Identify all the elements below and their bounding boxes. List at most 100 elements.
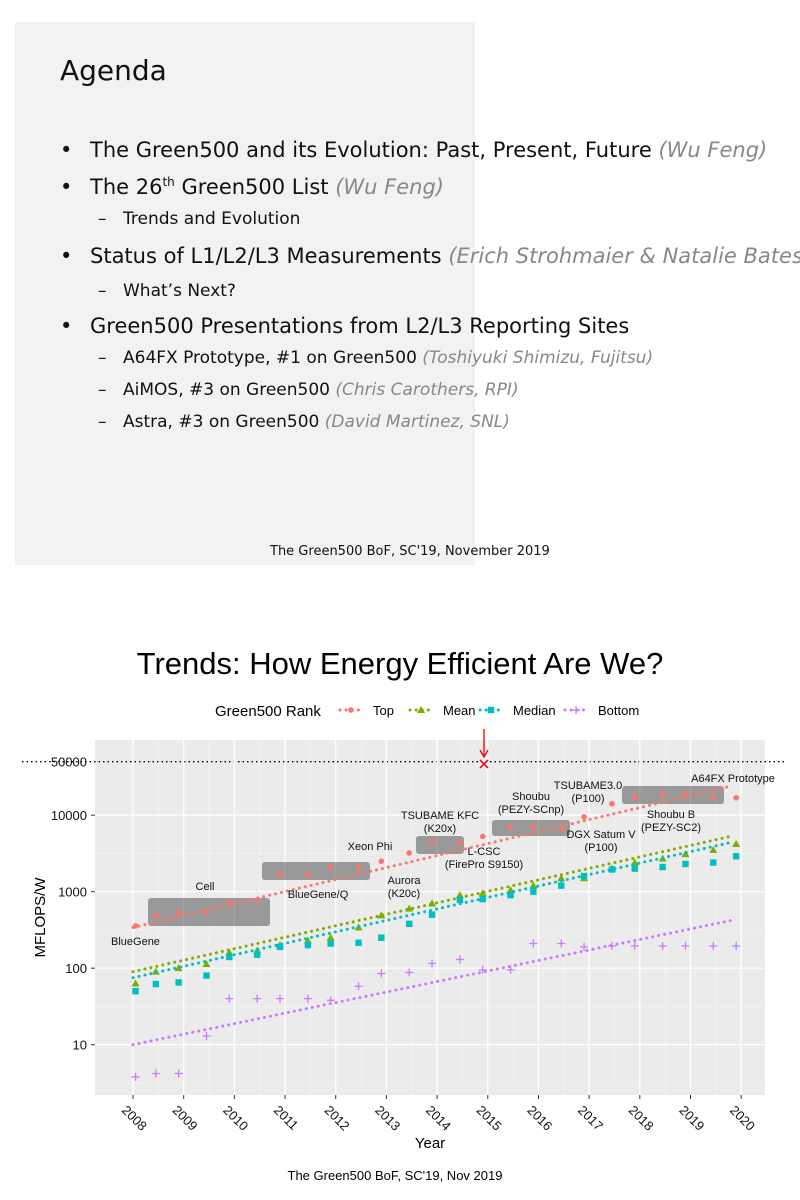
point xyxy=(456,896,464,904)
annotation: TSUBAME KFC xyxy=(401,810,479,822)
highlight-box xyxy=(262,862,370,880)
point xyxy=(303,936,312,944)
agenda-item: • Status of L1/L2/L3 Measurements (Erich … xyxy=(60,244,800,268)
bullet: – xyxy=(98,348,107,368)
bullet: – xyxy=(98,412,107,432)
item-text: A64FX Prototype, #1 on Green500 (Toshiyu… xyxy=(123,348,653,368)
item-text: What’s Next? xyxy=(123,281,236,301)
point xyxy=(631,865,638,872)
point xyxy=(682,860,689,868)
trend-line xyxy=(131,840,733,980)
annotation: (P100) xyxy=(584,842,617,854)
item-text: Trends and Evolution xyxy=(123,209,301,229)
point xyxy=(558,882,565,889)
point xyxy=(225,994,234,1003)
legend-label: Bottom xyxy=(598,703,639,718)
point xyxy=(709,941,718,950)
point xyxy=(428,911,436,918)
point xyxy=(428,899,437,907)
point xyxy=(175,979,182,986)
point xyxy=(710,859,717,866)
point xyxy=(457,839,463,846)
highlight-box xyxy=(416,836,464,854)
point xyxy=(277,871,283,878)
point xyxy=(429,838,435,845)
agenda-item: – A64FX Prototype, #1 on Green500 (Toshiy… xyxy=(98,348,653,368)
point xyxy=(377,911,386,919)
point xyxy=(327,864,334,870)
agenda-item: – What’s Next? xyxy=(98,281,236,301)
point xyxy=(455,891,464,899)
point xyxy=(355,864,362,870)
point xyxy=(732,941,741,950)
point xyxy=(151,1069,160,1078)
y-tick-label: 100 xyxy=(65,961,87,976)
point xyxy=(202,960,211,968)
item-text: Status of L1/L2/L3 Measurements (Erich S… xyxy=(90,244,800,268)
point xyxy=(253,994,262,1003)
annotation: BlueGene/Q xyxy=(288,889,349,901)
point xyxy=(732,853,740,860)
point xyxy=(710,794,717,801)
bullet: • xyxy=(60,244,73,268)
bullet: • xyxy=(60,175,73,199)
legend-label: Top xyxy=(373,703,394,718)
speaker: (Chris Carothers, RPI) xyxy=(335,380,519,400)
item-text: Trends and Evolution xyxy=(123,209,300,229)
bullet: – xyxy=(98,281,107,301)
annotation: DGX Satum V xyxy=(566,829,636,841)
point xyxy=(580,872,588,880)
annotation: Xeon Phi xyxy=(348,841,393,853)
point xyxy=(607,941,616,950)
annotation: (PEZY-SC2) xyxy=(641,822,701,834)
annotation: (K20x) xyxy=(424,823,456,835)
bullet: • xyxy=(60,138,73,162)
item-text: AiMOS, #3 on Green500 xyxy=(123,380,330,400)
point xyxy=(630,941,639,950)
bullet: – xyxy=(98,209,107,229)
point xyxy=(558,825,565,832)
annotation: Cell xyxy=(196,881,215,893)
point xyxy=(132,988,139,995)
annotation: (K20c) xyxy=(388,888,420,900)
point xyxy=(572,706,580,714)
slide-title: Trends: How Energy Efficient Are We? xyxy=(137,646,664,681)
slide-background xyxy=(15,22,475,565)
point xyxy=(478,965,487,974)
item-text: A64FX Prototype, #1 on Green500 xyxy=(123,348,417,368)
item-text: Status of L1/L2/L3 Measurements xyxy=(90,244,442,268)
point xyxy=(202,1031,211,1040)
point xyxy=(479,895,486,903)
point xyxy=(304,941,312,949)
speaker: (Wu Feng) xyxy=(335,175,444,199)
point xyxy=(659,792,666,798)
point xyxy=(478,889,487,897)
point xyxy=(152,980,160,988)
point xyxy=(276,943,284,951)
point xyxy=(153,912,159,919)
agenda-item: – Trends and Evolution xyxy=(98,209,300,229)
item-text: The Green500 and its Evolution: Past, Pr… xyxy=(90,138,652,162)
point xyxy=(275,994,284,1003)
item-text: The 26 xyxy=(90,175,163,199)
point xyxy=(406,850,413,856)
point xyxy=(557,874,566,882)
point xyxy=(253,951,261,958)
point xyxy=(226,899,233,906)
point xyxy=(709,846,718,854)
point xyxy=(455,955,464,964)
point xyxy=(658,941,667,950)
point xyxy=(132,923,139,929)
point xyxy=(174,964,183,972)
point xyxy=(557,939,566,948)
superscript: th xyxy=(162,175,175,189)
point xyxy=(355,939,362,946)
item-text: Astra, #3 on Green500 xyxy=(123,412,320,432)
arrow xyxy=(479,729,489,759)
point xyxy=(608,866,616,873)
agenda-item: – Astra, #3 on Green500 (David Martinez, … xyxy=(98,412,510,432)
point xyxy=(174,1069,183,1078)
series-points xyxy=(132,792,739,929)
